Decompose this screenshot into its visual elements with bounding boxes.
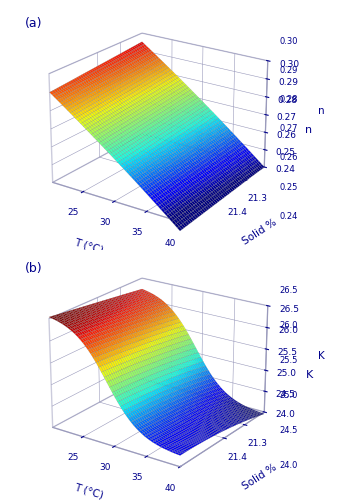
Text: 0.24: 0.24	[279, 212, 297, 220]
Text: 0.26: 0.26	[279, 154, 297, 162]
Text: 0.30: 0.30	[279, 36, 297, 46]
Text: 24.5: 24.5	[279, 426, 297, 436]
Text: 0.27: 0.27	[279, 124, 297, 133]
Text: (b): (b)	[25, 262, 42, 275]
Text: K: K	[306, 370, 313, 380]
Text: 26.0: 26.0	[279, 322, 297, 330]
Text: 0.29: 0.29	[279, 66, 297, 74]
X-axis label: T (°C): T (°C)	[73, 236, 105, 255]
Text: 0.25: 0.25	[279, 182, 297, 192]
Text: 26.5: 26.5	[279, 286, 297, 296]
Text: 24.0: 24.0	[279, 462, 297, 470]
Text: 0.28: 0.28	[279, 95, 297, 104]
Text: 25.5: 25.5	[279, 356, 297, 366]
Y-axis label: Solid %: Solid %	[240, 218, 278, 247]
Text: n: n	[306, 125, 313, 135]
Text: (a): (a)	[25, 17, 42, 30]
X-axis label: T (°C): T (°C)	[73, 482, 105, 500]
Text: 25.0: 25.0	[279, 392, 297, 400]
Y-axis label: Solid %: Solid %	[240, 462, 278, 492]
